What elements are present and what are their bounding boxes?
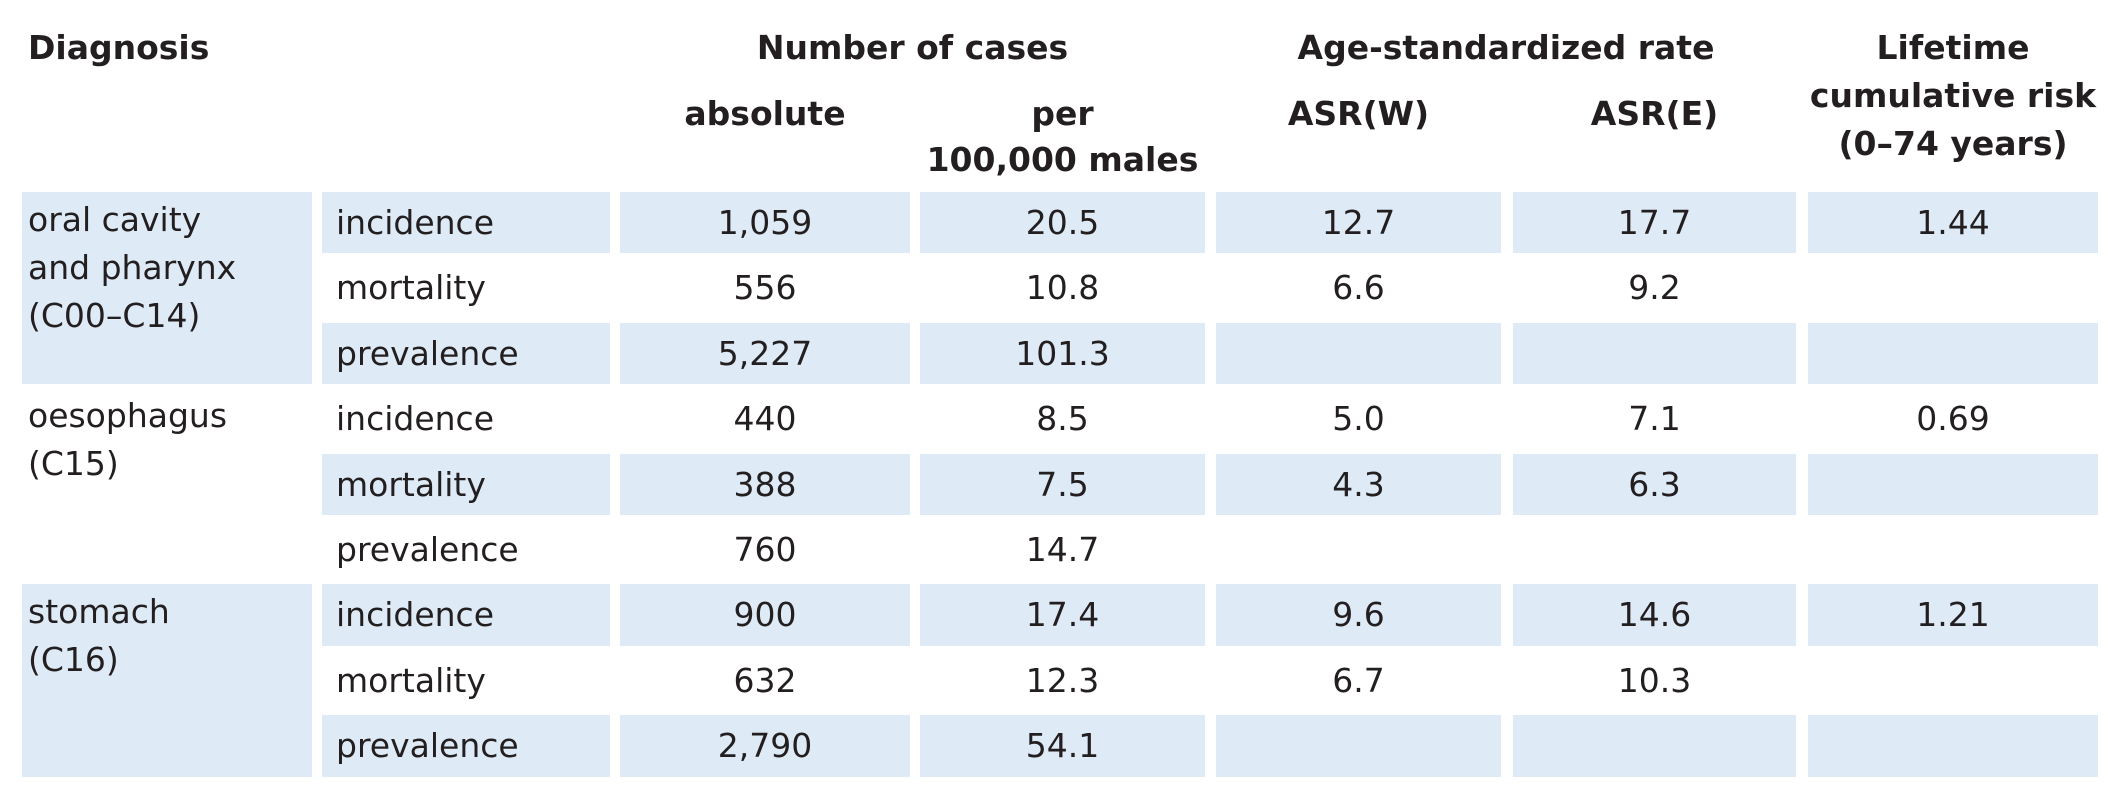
cell-lifetime-risk: 1.21 [1808,584,2098,646]
cell-asr-e: 17.7 [1513,192,1796,254]
cell-measure: incidence [322,192,610,254]
cell-asr-w: 6.7 [1332,660,1385,700]
diagnosis-label: and pharynx [28,248,237,287]
cell-asr-e [1513,519,1796,580]
cell-per-100k: 7.5 [920,453,1205,515]
header-absolute: absolute [684,94,846,133]
cell-lifetime-risk [1808,650,2098,711]
cell-per-100k: 17.4 [920,584,1205,646]
cell-asr-w: 4.3 [1216,453,1501,515]
cell-asr-e: 7.1 [1628,399,1681,439]
header-number-of-cases: Number of cases [756,28,1069,67]
cell-measure: mortality [322,453,610,515]
header-asr-w: ASR(W) [1287,94,1430,133]
cell-per-100k: 10.8 [1025,268,1100,308]
header-per-males: 100,000 males [926,140,1199,179]
header-asr-e: ASR(E) [1590,94,1719,133]
cell-per-100k: 8.5 [1036,399,1089,439]
cell-per-100k: 14.7 [1025,530,1100,569]
diagnosis-label: (C00–C14) [28,296,201,335]
header-age-standardized-rate: Age-standardized rate [1297,28,1715,67]
cell-absolute: 2,790 [620,715,910,777]
cell-per-100k: 20.5 [920,192,1205,254]
cell-per-100k: 54.1 [920,715,1205,777]
cell-measure: prevalence [336,530,519,569]
diagnosis-label: stomach [28,592,170,632]
diagnosis-label: (C16) [28,640,119,680]
cell-lifetime-risk [1808,257,2098,318]
cell-measure: mortality [336,268,486,308]
cell-asr-e [1513,715,1796,777]
cell-absolute: 760 [733,530,797,569]
cell-lifetime-risk [1808,322,2098,385]
header-age-range: (0–74 years) [1838,124,2068,163]
diagnosis-label: (C15) [28,444,119,484]
cell-lifetime-risk [1808,453,2098,515]
cell-asr-w: 12.7 [1216,192,1501,254]
cell-lifetime-risk [1808,519,2098,580]
header-cumulative-risk: cumulative risk [1809,76,2097,115]
cell-lifetime-risk: 1.44 [1808,192,2098,254]
cell-per-100k: 12.3 [1025,660,1100,700]
cell-asr-w [1216,519,1501,580]
diagnosis-cell [22,192,312,385]
cell-measure: prevalence [322,715,610,777]
cell-absolute: 556 [733,268,797,308]
cell-absolute: 388 [620,453,910,515]
diagnosis-label: oral cavity [28,200,202,239]
header-lifetime: Lifetime [1876,28,2030,67]
cell-asr-e: 14.6 [1513,584,1796,646]
header-diagnosis: Diagnosis [28,28,210,67]
cell-measure: prevalence [322,322,610,385]
cell-measure: incidence [336,399,495,439]
cell-measure: incidence [322,584,610,646]
cell-asr-e: 9.2 [1628,268,1681,308]
cell-absolute: 440 [733,399,797,439]
cell-asr-w: 9.6 [1216,584,1501,646]
cell-asr-e [1513,322,1796,385]
cell-asr-e: 6.3 [1513,453,1796,515]
cell-asr-w: 6.6 [1332,268,1385,308]
header-per: per [1031,94,1094,133]
cell-lifetime-risk: 0.69 [1916,399,1990,439]
cell-asr-e: 10.3 [1617,660,1692,700]
diagnosis-cell [22,584,312,777]
cell-lifetime-risk [1808,715,2098,777]
cell-measure: mortality [336,660,486,700]
cell-absolute: 1,059 [620,192,910,254]
cell-per-100k: 101.3 [920,322,1205,385]
cell-asr-w: 5.0 [1332,399,1385,439]
cell-absolute: 900 [620,584,910,646]
cell-asr-w [1216,322,1501,385]
cell-absolute: 5,227 [620,322,910,385]
cell-absolute: 632 [733,660,797,700]
diagnosis-label: oesophagus [28,396,228,436]
cell-asr-w [1216,715,1501,777]
